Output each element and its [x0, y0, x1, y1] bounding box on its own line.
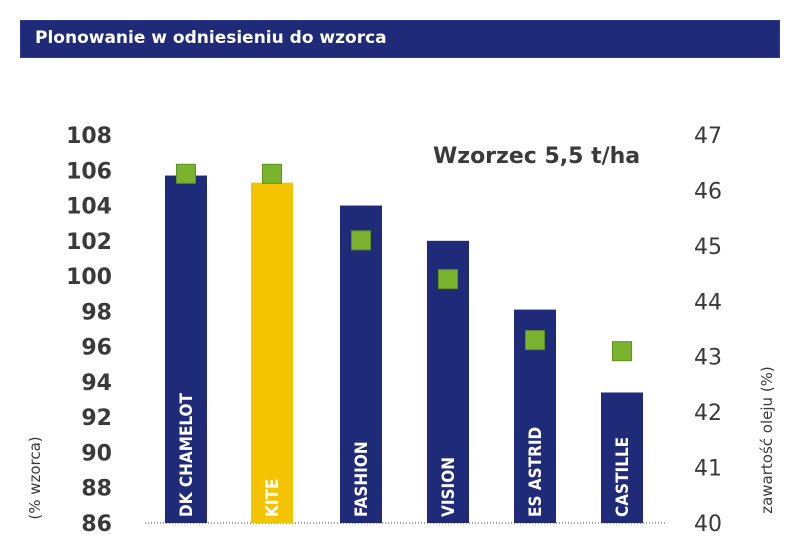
y-tick-label: 98	[81, 300, 112, 325]
y-tick-label: 96	[81, 336, 112, 361]
y-tick-label: 102	[66, 230, 112, 255]
chart-annotation: Wzorzec 5,5 t/ha	[433, 144, 640, 169]
y2-tick-label: 40	[694, 512, 722, 537]
y2-tick-label: 46	[694, 179, 722, 204]
bar	[251, 182, 293, 524]
y2-tick-label: 47	[694, 124, 722, 149]
y2-axis-label: zawartość oleju (%)	[758, 366, 776, 514]
oil-content-marker	[351, 230, 371, 251]
bar	[165, 175, 207, 523]
oil-content-marker	[525, 330, 545, 351]
y-tick-label: 86	[81, 512, 112, 537]
category-label: CASTILLE	[613, 437, 633, 517]
y-tick-label: 88	[81, 477, 112, 502]
oil-content-marker	[176, 163, 196, 184]
y2-tick-label: 41	[694, 457, 722, 482]
y-tick-label: 106	[66, 159, 112, 184]
y-tick-label: 100	[66, 265, 112, 290]
y-tick-label: 108	[66, 124, 112, 149]
y2-tick-label: 44	[694, 290, 722, 315]
category-label: KITE	[263, 479, 283, 517]
y-tick-label: 94	[81, 371, 112, 396]
oil-content-marker	[438, 269, 458, 290]
category-label: ES ASTRID	[526, 427, 546, 517]
header-bar: Plonowanie w odniesieniu do wzorca	[20, 20, 780, 58]
y2-tick-label: 45	[694, 235, 722, 260]
y-tick-label: 90	[81, 441, 112, 466]
oil-content-marker	[262, 163, 282, 184]
oil-content-marker	[612, 341, 632, 362]
y2-tick-label: 42	[694, 401, 722, 426]
category-label: VISION	[439, 457, 459, 517]
y-axis-label: (% wzorca)	[26, 436, 44, 519]
header-title: Plonowanie w odniesieniu do wzorca	[35, 28, 387, 48]
y2-tick-label: 43	[694, 346, 722, 371]
y-tick-label: 104	[66, 195, 112, 220]
bar	[340, 205, 382, 523]
y-tick-label: 92	[81, 406, 112, 431]
category-label: DK CHAMELOT	[177, 392, 197, 517]
bar	[601, 392, 643, 523]
category-label: FASHION	[352, 441, 372, 517]
